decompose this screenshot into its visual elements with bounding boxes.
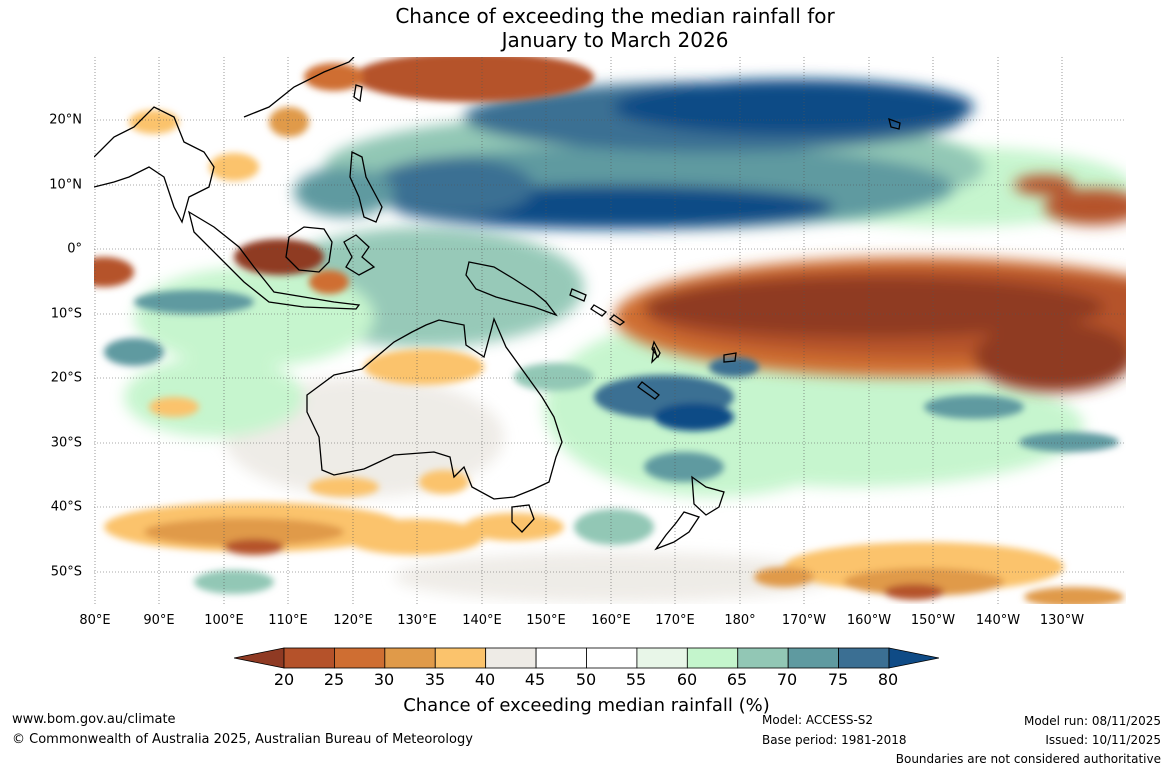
- map-title: Chance of exceeding the median rainfall …: [0, 4, 1173, 52]
- colorbar-tick-50: 50: [575, 670, 597, 689]
- australia-coastline: [306, 316, 563, 500]
- philippines-coastline: [349, 150, 383, 223]
- colorbar-tick-75: 75: [827, 670, 849, 689]
- fiji-coastline: [651, 346, 737, 364]
- lat-label-0: 0°: [67, 241, 82, 257]
- colorbar-cell-70-75: [787, 647, 839, 669]
- colorbar-tick-20: 20: [273, 670, 295, 689]
- lat-label-20s: 20°S: [50, 370, 82, 386]
- lon-label-140w: 140°W: [975, 613, 1021, 628]
- colorbar-cell-25-30: [334, 647, 386, 669]
- lon-label-150e: 150°E: [526, 613, 566, 628]
- lon-label-80e: 80°E: [79, 613, 111, 628]
- borneo-coastline: [285, 226, 333, 273]
- colorbar-tick-30: 30: [373, 670, 395, 689]
- lon-label-150w: 150°W: [910, 613, 956, 628]
- sumatra-java-coastline: [187, 210, 361, 310]
- colorbar-tick-40: 40: [474, 670, 496, 689]
- colorbar-cell-30-35: [384, 647, 436, 669]
- colorbar-cell-35-40: [434, 647, 487, 669]
- copyright-text: © Commonwealth of Australia 2025, Austra…: [12, 732, 473, 747]
- disclaimer-text: Boundaries are not considered authoritat…: [895, 752, 1161, 766]
- title-line-1: Chance of exceeding the median rainfall …: [395, 4, 835, 28]
- lon-label-170e: 170°E: [655, 613, 695, 628]
- graticule: [94, 57, 1126, 604]
- colorbar-tick-55: 55: [625, 670, 647, 689]
- lon-label-160w: 160°W: [846, 613, 892, 628]
- colorbar-cell-20-25: [283, 647, 335, 669]
- colorbar-left-arrow: [234, 647, 285, 669]
- new-zealand-coastline: [654, 475, 725, 551]
- new-caledonia-coastline: [637, 381, 660, 400]
- coastlines: [94, 57, 901, 551]
- se-asia-coastline: [94, 57, 355, 224]
- lat-label-30s: 30°S: [50, 435, 82, 451]
- colorbar-tick-80: 80: [877, 670, 899, 689]
- title-line-2: January to March 2026: [501, 28, 729, 52]
- website-text: www.bom.gov.au/climate: [12, 712, 176, 727]
- lon-label-110e: 110°E: [268, 613, 308, 628]
- lat-label-50s: 50°S: [50, 564, 82, 580]
- tasmania-coastline: [511, 504, 535, 533]
- colorbar-right-arrow: [888, 647, 939, 669]
- lon-label-170w: 170°W: [781, 613, 827, 628]
- lon-label-100e: 100°E: [204, 613, 244, 628]
- lon-label-130e: 130°E: [397, 613, 437, 628]
- hawaii-coastline: [888, 117, 901, 130]
- colorbar-tick-65: 65: [726, 670, 748, 689]
- colorbar-title: Chance of exceeding median rainfall (%): [403, 695, 770, 716]
- colorbar-cell-60-65: [686, 647, 739, 669]
- base-period-text: Base period: 1981-2018: [762, 733, 907, 747]
- colorbar-cell-55-60: [636, 647, 688, 669]
- solomon-islands-coastline: [569, 288, 626, 326]
- lat-label-40s: 40°S: [50, 499, 82, 515]
- probability-fields: [94, 57, 1126, 604]
- taiwan-coastline: [353, 84, 363, 103]
- lon-label-180: 180°: [724, 613, 756, 628]
- colorbar-tick-60: 60: [676, 670, 698, 689]
- lon-label-90e: 90°E: [143, 613, 175, 628]
- lat-label-10n: 10°N: [49, 177, 82, 193]
- colorbar-cell-65-70: [737, 647, 789, 669]
- rainfall-probability-map: [94, 57, 1126, 604]
- model-text: Model: ACCESS-S2: [762, 713, 874, 727]
- colorbar-cell-40-45: [485, 647, 537, 669]
- lat-label-20n: 20°N: [49, 112, 82, 128]
- lon-label-130w: 130°W: [1039, 613, 1085, 628]
- issued-text: Issued: 10/11/2025: [1045, 733, 1161, 747]
- colorbar-tick-70: 70: [776, 670, 798, 689]
- lon-label-120e: 120°E: [333, 613, 373, 628]
- colorbar-tick-25: 25: [323, 670, 345, 689]
- colorbar-cell-50-55: [586, 647, 638, 669]
- colorbar-tick-45: 45: [524, 670, 546, 689]
- colorbar-tick-35: 35: [424, 670, 446, 689]
- sulawesi-coastline: [343, 234, 376, 276]
- lon-label-160e: 160°E: [591, 613, 631, 628]
- lon-label-140e: 140°E: [462, 613, 502, 628]
- colorbar: [234, 647, 939, 669]
- colorbar-cell-75-80: [838, 647, 890, 669]
- lat-label-10s: 10°S: [50, 306, 82, 322]
- vanuatu-coastline: [651, 340, 661, 359]
- colorbar-cell-45-50: [535, 647, 587, 669]
- new-guinea-coastline: [465, 261, 558, 317]
- model-run-text: Model run: 08/11/2025: [1023, 714, 1161, 728]
